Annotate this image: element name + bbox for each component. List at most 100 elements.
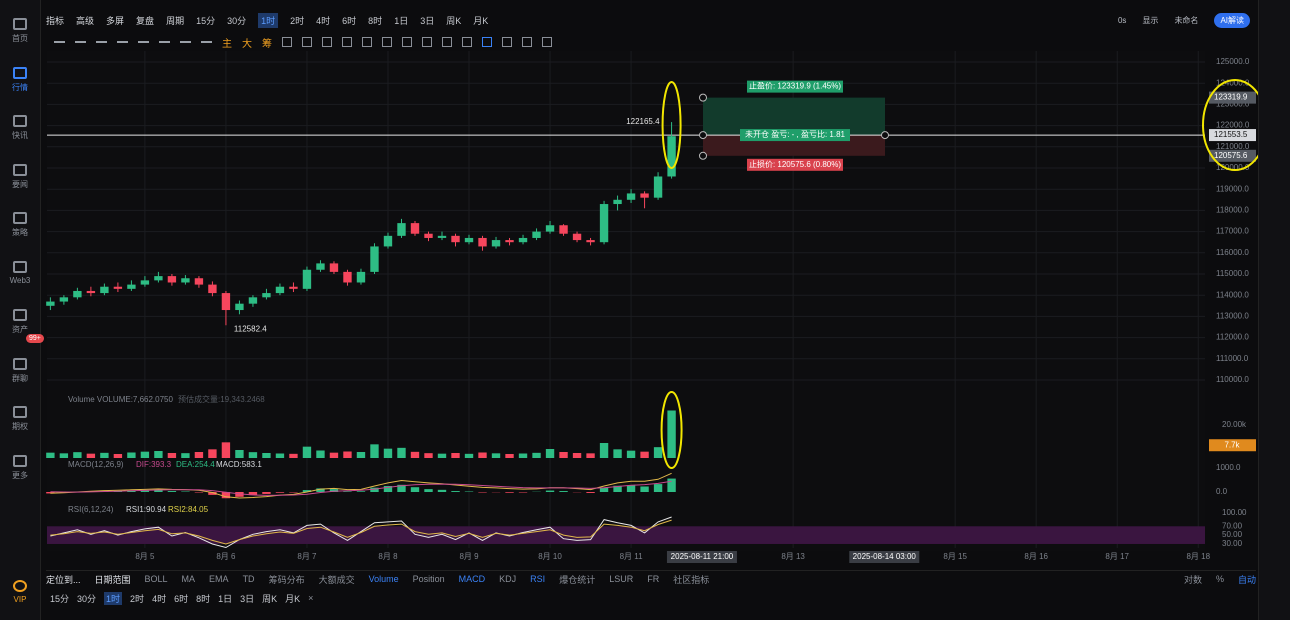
period-button[interactable]: 15分	[50, 593, 70, 604]
tool-icon[interactable]	[322, 37, 332, 47]
nav-item[interactable]: 资产	[0, 309, 40, 335]
period-button[interactable]: 4时	[152, 593, 167, 604]
toolbar-right-item[interactable]: 显示	[1142, 15, 1159, 25]
panel-title: RSI(6,12,24)	[68, 505, 114, 514]
tool-icon[interactable]	[117, 41, 128, 43]
tool-icon[interactable]	[402, 37, 412, 47]
tool-icon[interactable]	[159, 41, 170, 43]
indicator-button[interactable]: Position	[412, 574, 445, 584]
nav-item[interactable]: 要闻	[0, 163, 40, 190]
nav-item[interactable]: 首页	[0, 18, 40, 44]
nav-item[interactable]: 更多	[0, 454, 40, 481]
tool-icon[interactable]	[96, 41, 107, 43]
candle-body	[667, 136, 676, 177]
period-button[interactable]: 8时	[196, 593, 211, 604]
indicator-button[interactable]: TD	[242, 574, 255, 584]
tool-icon[interactable]	[302, 37, 312, 47]
nav-item[interactable]: 群聊	[0, 357, 40, 384]
period-button[interactable]: 周K	[262, 593, 278, 604]
scale-button[interactable]: %	[1215, 574, 1224, 584]
nav-item[interactable]: 期权	[0, 406, 40, 432]
toolbar-button[interactable]: 周期	[166, 15, 185, 26]
tool-icon[interactable]	[502, 37, 512, 47]
tool-icon[interactable]	[382, 37, 392, 47]
period-button[interactable]: 月K	[285, 593, 301, 604]
period-button[interactable]: 2时	[290, 15, 305, 26]
tool-icon[interactable]	[462, 37, 472, 47]
scale-button[interactable]: 自动	[1237, 574, 1256, 585]
period-button[interactable]: 8时	[368, 15, 383, 26]
nav-item[interactable]: 行情	[0, 66, 40, 93]
tool-icon[interactable]	[75, 41, 86, 43]
period-button[interactable]: 周K	[446, 15, 462, 26]
period-button[interactable]: 3日	[420, 15, 435, 26]
close-button[interactable]: ×	[308, 593, 314, 603]
tool-icon[interactable]	[442, 37, 452, 47]
nav-item[interactable]: 策略	[0, 212, 40, 238]
tool-button[interactable]: 大	[242, 38, 252, 50]
vip[interactable]: VIP	[0, 580, 40, 604]
indicator-button[interactable]: FR	[647, 574, 660, 584]
period-button[interactable]: 1日	[218, 593, 233, 604]
tool-icon[interactable]	[422, 37, 432, 47]
candle-body	[370, 246, 379, 272]
period-button[interactable]: 15分	[196, 15, 216, 26]
volume-bar	[235, 450, 244, 458]
period-button[interactable]: 1日	[394, 15, 409, 26]
tool-icon[interactable]	[201, 41, 212, 43]
y-tick-label: 125000.0	[1216, 57, 1250, 66]
indicator-button[interactable]: MA	[181, 574, 196, 584]
toolbar-button[interactable]: 高级	[76, 15, 95, 26]
period-button[interactable]: 4时	[316, 15, 331, 26]
tool-icon[interactable]	[54, 41, 65, 43]
bottom-button[interactable]: 日期范围	[94, 574, 131, 585]
bottom-button[interactable]: 定位到...	[46, 574, 81, 585]
nav-item[interactable]: 快讯	[0, 115, 40, 141]
indicator-button[interactable]: 爆仓统计	[559, 574, 596, 585]
period-button[interactable]: 6时	[342, 15, 357, 26]
tool-icon[interactable]	[342, 37, 352, 47]
toolbar-right-item[interactable]: 未命名	[1174, 15, 1199, 25]
toolbar-right-item[interactable]: 0s	[1117, 15, 1127, 25]
indicator-button[interactable]: Volume	[368, 574, 399, 584]
indicator-button[interactable]: 大额成交	[318, 574, 355, 585]
period-button[interactable]: 1时	[258, 12, 279, 28]
tool-icon[interactable]	[362, 37, 372, 47]
indicator-button[interactable]: EMA	[209, 574, 229, 584]
period-button[interactable]: 30分	[77, 593, 97, 604]
tool-button[interactable]: 筹	[262, 38, 272, 50]
macd-bar	[154, 490, 163, 492]
y-tick-label: 30.00	[1222, 539, 1243, 548]
period-button[interactable]: 3日	[240, 593, 255, 604]
period-button[interactable]: 1时	[104, 591, 123, 605]
tool-icon[interactable]	[542, 37, 552, 47]
indicator-button[interactable]: 筹码分布	[268, 574, 305, 585]
indicator-button[interactable]: 社区指标	[673, 574, 710, 585]
toolbar-button[interactable]: 复盘	[136, 15, 155, 26]
period-button[interactable]: 2时	[130, 593, 145, 604]
x-tick-label: 8月 16	[1024, 552, 1048, 561]
tool-icon[interactable]	[482, 37, 492, 47]
nav-item[interactable]: Web3	[0, 260, 40, 285]
tool-icon[interactable]	[282, 37, 292, 47]
tool-button[interactable]: 主	[222, 38, 232, 50]
scale-button[interactable]: 对数	[1183, 574, 1202, 585]
tool-icon[interactable]	[180, 41, 191, 43]
nav-label: Web3	[9, 275, 31, 285]
period-button[interactable]: 30分	[227, 15, 247, 26]
nav-label: 策略	[12, 228, 28, 237]
toolbar-button[interactable]: 指标	[46, 15, 65, 26]
ai-button[interactable]: AI解读	[1214, 12, 1250, 28]
indicator-button[interactable]: RSI	[530, 574, 546, 584]
tool-icon[interactable]	[138, 41, 149, 43]
indicator-button[interactable]: KDJ	[499, 574, 517, 584]
tool-icon[interactable]	[522, 37, 532, 47]
volume-bar	[302, 446, 312, 458]
nav-icon	[13, 66, 27, 79]
toolbar-button[interactable]: 多屏	[106, 15, 125, 26]
indicator-button[interactable]: LSUR	[609, 574, 634, 584]
period-button[interactable]: 6时	[174, 593, 189, 604]
indicator-button[interactable]: BOLL	[144, 574, 168, 584]
period-button[interactable]: 月K	[473, 15, 489, 26]
indicator-button[interactable]: MACD	[458, 574, 486, 584]
